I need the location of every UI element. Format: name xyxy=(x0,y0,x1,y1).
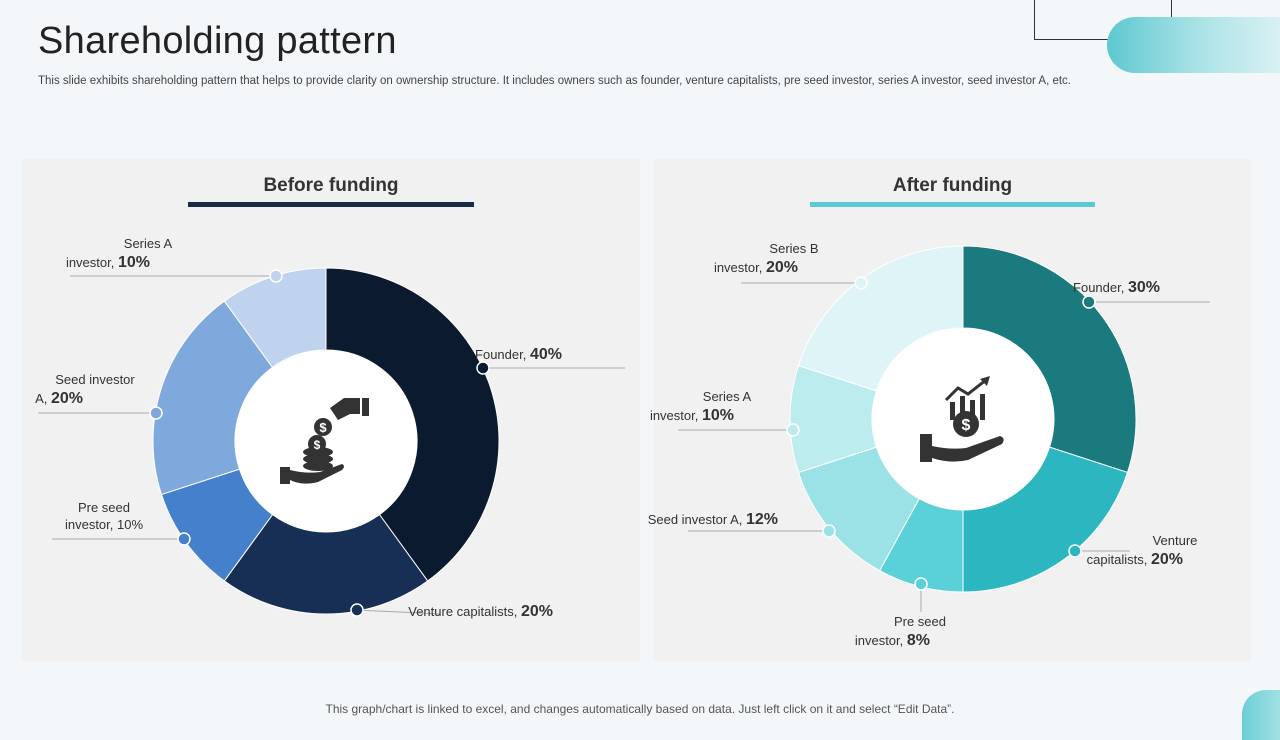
after-label-seed-investor-a: Seed investor A, 12% xyxy=(648,511,836,538)
slice-value: 12% xyxy=(746,511,778,528)
before-label-series-a-investor: Series A investor, 10% xyxy=(66,236,283,283)
before-funding-title: Before funding xyxy=(263,175,399,196)
leader-dot xyxy=(786,423,800,437)
slice-name: Series A xyxy=(703,389,752,404)
leader-dot xyxy=(149,406,163,420)
after-funding-donut xyxy=(789,245,1137,593)
slice-label-name-line: Pre seed xyxy=(894,614,946,629)
slice-label-text: Seed investor A, 12% xyxy=(648,511,778,528)
slice-label-name-line: Pre seed xyxy=(78,500,130,515)
slice-value: 10% xyxy=(118,254,150,271)
slice-label-text: investor, 10% xyxy=(65,517,143,532)
before-label-founder: Founder, 40% xyxy=(475,346,625,375)
slice-name: investor, xyxy=(65,517,117,532)
slice-label-text: A, 20% xyxy=(35,390,83,407)
slice-value: 20% xyxy=(521,603,553,620)
slice-name: investor, xyxy=(714,260,766,275)
decorative-corner-shape xyxy=(1242,690,1280,740)
slice-name: Venture xyxy=(1153,533,1198,548)
leader-dot xyxy=(1068,544,1082,558)
slice-label-text: Founder, 40% xyxy=(475,346,562,363)
slice-name: Venture capitalists, xyxy=(408,604,521,619)
slice-label-text: investor, 8% xyxy=(855,632,930,649)
slice-value: 8% xyxy=(907,632,930,649)
slice-name: Founder, xyxy=(1073,280,1128,295)
slice-name: investor, xyxy=(855,633,907,648)
slice-value: 30% xyxy=(1128,279,1160,296)
hand-coins-dollar-icon: $ $ xyxy=(280,398,369,484)
before-label-seed-investor-a: Seed investor A, 20% xyxy=(35,372,163,420)
slice-name: Series B xyxy=(769,241,818,256)
svg-text:$: $ xyxy=(962,417,971,434)
slice-name: Pre seed xyxy=(78,500,130,515)
after-label-founder: Founder, 30% xyxy=(1073,279,1210,309)
before-funding-donut xyxy=(152,267,500,615)
slice-label-text: investor, 10% xyxy=(66,254,150,271)
slice-label-name-line: Series B xyxy=(769,241,818,256)
slice-value: 20% xyxy=(766,259,798,276)
donut-charts: Founder, 40% Venture capitalists, 20% Pre … xyxy=(35,236,1210,649)
after-funding-title: After funding xyxy=(892,175,1013,196)
leader-dot xyxy=(1082,295,1096,309)
svg-text:$: $ xyxy=(319,420,327,435)
svg-text:$: $ xyxy=(314,438,321,452)
slice-name: investor, xyxy=(650,408,702,423)
leader-dot xyxy=(822,524,836,538)
slice-name: Pre seed xyxy=(894,614,946,629)
leader-dot xyxy=(350,603,364,617)
slice-value: 20% xyxy=(51,390,83,407)
slice-value: 10% xyxy=(117,517,143,532)
slice-label-name-line: Seed investor xyxy=(55,372,135,387)
slice-label-text: capitalists, 20% xyxy=(1087,551,1183,568)
leader-dot xyxy=(269,269,283,283)
before-slice-series-a-investor[interactable] xyxy=(223,267,327,369)
slice-label-text: investor, 10% xyxy=(650,407,734,424)
slice-name: Seed investor xyxy=(55,372,135,387)
leader-dot xyxy=(177,532,191,546)
before-donut-hole xyxy=(235,350,417,532)
slice-value: 10% xyxy=(702,407,734,424)
slice-name: investor, xyxy=(66,255,118,270)
hand-growth-chart-icon: $ xyxy=(920,376,1004,462)
slice-value: 20% xyxy=(1151,551,1183,568)
page-subtitle: This slide exhibits shareholding pattern… xyxy=(38,75,1071,87)
leader-dot xyxy=(914,577,928,591)
slice-label-name-line: Venture xyxy=(1153,533,1198,548)
before-label-pre-seed-investor: Pre seed investor, 10% xyxy=(52,500,191,546)
slice-value: 40% xyxy=(530,346,562,363)
slice-label-text: Founder, 30% xyxy=(1073,279,1160,296)
after-funding-title-underline xyxy=(810,202,1095,207)
footer-note: This graph/chart is linked to excel, and… xyxy=(325,702,955,716)
slice-name: Seed investor A, xyxy=(648,512,746,527)
leader-dot xyxy=(476,361,490,375)
slice-name: Series A xyxy=(124,236,173,251)
slice-label-text: investor, 20% xyxy=(714,259,798,276)
page-title: Shareholding pattern xyxy=(38,20,397,62)
slice-name: A, xyxy=(35,391,51,406)
slice-name: Founder, xyxy=(475,347,530,362)
slice-name: capitalists, xyxy=(1087,552,1151,567)
before-label-venture-capitalists: Venture capitalists, 20% xyxy=(350,603,553,620)
decorative-gradient-pill xyxy=(1107,17,1280,73)
after-label-pre-seed-investor: Pre seed investor, 8% xyxy=(855,577,946,649)
slice-label-text: Venture capitalists, 20% xyxy=(408,603,553,620)
slice-label-name-line: Series A xyxy=(124,236,173,251)
leader-line xyxy=(356,609,441,615)
donut-labels: Founder, 40% Venture capitalists, 20% Pre … xyxy=(35,236,1210,649)
before-funding-title-underline xyxy=(188,202,474,207)
leader-dot xyxy=(854,276,868,290)
slice-label-name-line: Series A xyxy=(703,389,752,404)
